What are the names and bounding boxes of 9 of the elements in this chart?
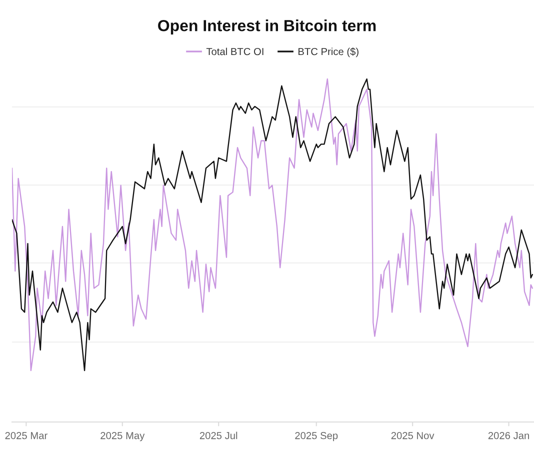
legend-label: Total BTC OI	[206, 48, 264, 56]
legend-label: BTC Price ($)	[298, 48, 358, 58]
x-tick-label: 2025 May	[100, 432, 145, 442]
x-tick-label: 2025 Jul	[200, 432, 238, 440]
x-tick-label: 2025 Mar	[5, 432, 48, 440]
x-tick-label: 2025 Sep	[295, 432, 338, 442]
x-tick-label: 2026 Jan	[488, 432, 529, 440]
x-tick-label: 2025 Nov	[391, 432, 434, 440]
chart-title: Open Interest in Bitcoin term	[158, 20, 376, 34]
